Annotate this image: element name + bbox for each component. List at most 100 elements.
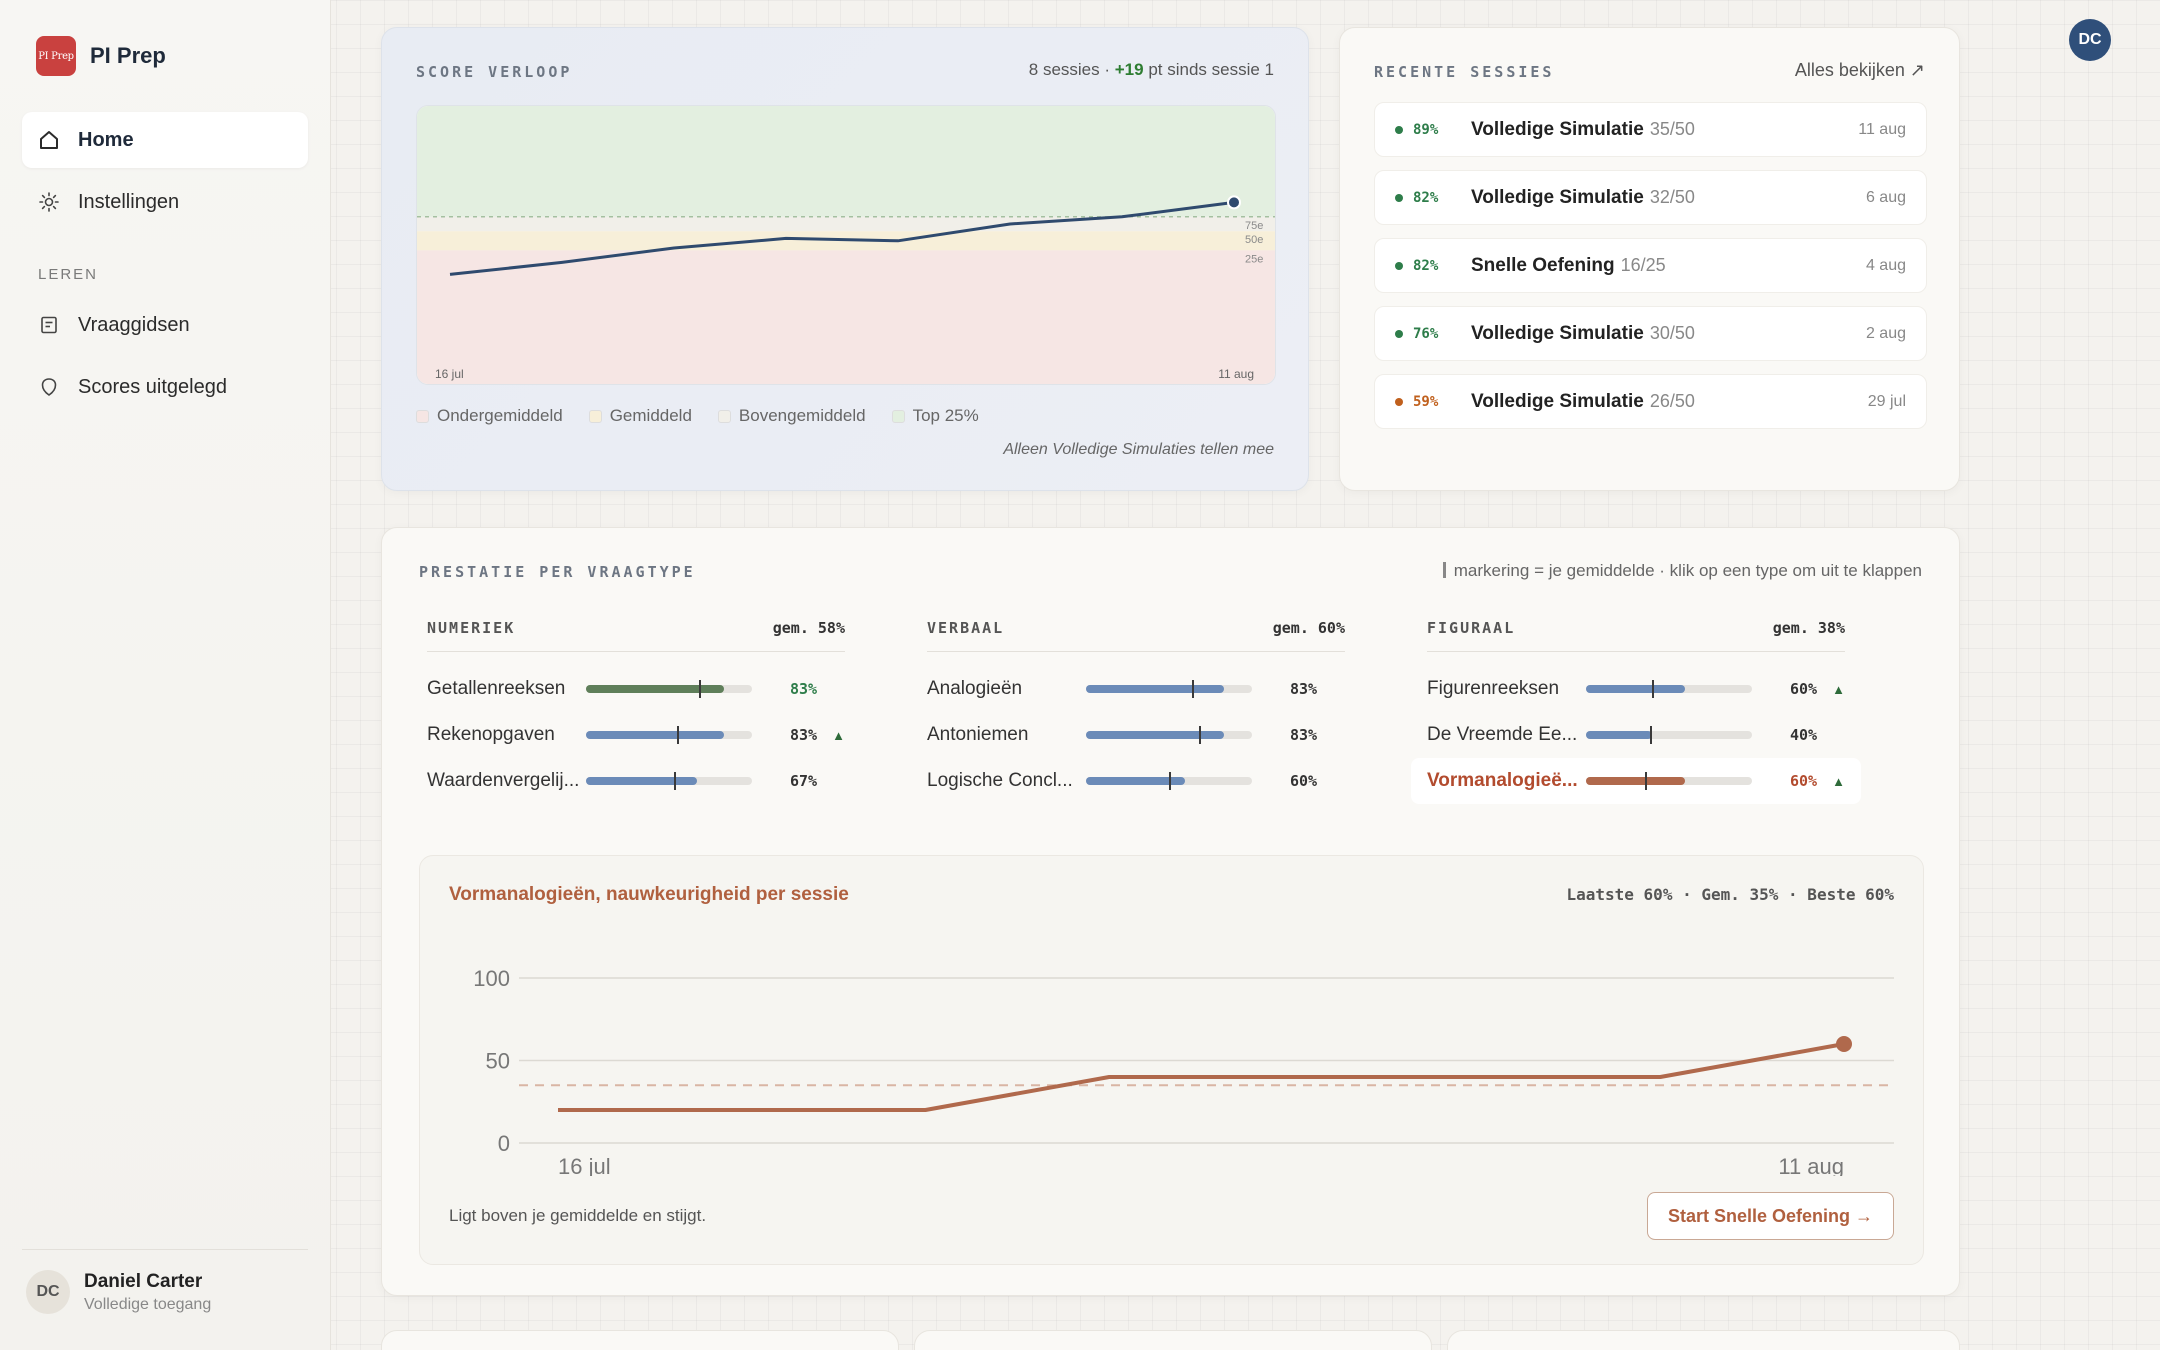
y-tick-label: 0 [498, 1131, 510, 1156]
latest-accuracy-point[interactable] [1836, 1036, 1852, 1052]
brand-name: PI Prep [90, 43, 166, 68]
status-dot [1395, 397, 1403, 406]
legend-item: Top 25% [891, 406, 979, 426]
category-average: gem. 58% [772, 619, 845, 637]
score-bar [1585, 726, 1752, 744]
user-profile[interactable]: DC Daniel Carter Volledige toegang [26, 1270, 211, 1314]
average-marker [1168, 772, 1171, 790]
user-role: Volledige toegang [84, 1295, 212, 1313]
zone-top25 [417, 106, 1275, 217]
average-marker [677, 726, 680, 744]
legend-item: Gemiddeld [588, 406, 692, 426]
score-trend-card: SCORE VERLOOP 8 sessies · +19 pt sinds s… [381, 27, 1309, 491]
x-tick-label: 16 jul [558, 1154, 611, 1176]
score-trend-chart: 75e 50e 25e 16 jul 11 aug [416, 105, 1276, 385]
percentile-label: 50e [1245, 234, 1263, 246]
see-all-link[interactable]: Alles bekijken ↗ [1794, 60, 1925, 80]
score-legend: Ondergemiddeld Gemiddeld Bovengemiddeld … [416, 406, 979, 426]
y-tick-label: 50 [486, 1049, 510, 1074]
nav-item-question-guides[interactable]: Vraaggidsen [22, 297, 308, 353]
question-type-label: Analogieën [927, 678, 1023, 699]
nav-item-scores-explained[interactable]: Scores uitgelegd [22, 359, 308, 415]
legend-label: Gemiddeld [609, 406, 692, 425]
legend-item: Ondergemiddeld [416, 406, 563, 426]
shield-icon [38, 376, 60, 398]
category-average: gem. 60% [1272, 619, 1345, 637]
question-type-row[interactable]: Figurenreeksen 60% ▲ [1411, 666, 1861, 712]
x-tick-label: 11 aug [1218, 367, 1254, 381]
score-bar-fill [1585, 731, 1653, 739]
account-avatar-button[interactable]: DC [2069, 19, 2111, 61]
session-score: 26/50 [1649, 391, 1695, 411]
question-type-row[interactable]: Getallenreeksen 83% [411, 666, 861, 712]
session-row[interactable]: 59% Volledige Simulatie 26/50 29 jul [1374, 374, 1927, 429]
nav-section-learn: LEREN [38, 266, 99, 283]
session-date: 4 aug [1865, 256, 1906, 274]
session-row[interactable]: 82% Volledige Simulatie 32/50 6 aug [1374, 170, 1927, 225]
question-type-row[interactable]: Logische Concl... 60% [911, 758, 1361, 804]
score-bar [585, 772, 752, 790]
legend-swatch [891, 409, 905, 423]
x-tick-label: 16 jul [435, 367, 464, 381]
latest-score-point[interactable] [1227, 195, 1241, 210]
question-type-percent: 83% [1289, 726, 1318, 744]
status-dot [1395, 329, 1403, 338]
average-marker [673, 772, 676, 790]
session-date: 29 jul [1867, 392, 1906, 410]
question-type-row[interactable]: Vormanalogieë... 60% ▲ [1411, 758, 1861, 804]
start-quick-practice-button[interactable]: Start Snelle Oefening → [1646, 1192, 1894, 1240]
score-bar-fill [585, 777, 697, 785]
score-bar [1085, 726, 1252, 744]
hint-text: markering = je gemiddelde · klik op een … [1453, 561, 1922, 580]
x-tick-label: 11 aug [1778, 1154, 1844, 1176]
category-name: FIGURAAL [1427, 619, 1516, 637]
question-type-row[interactable]: De Vreemde Ee... 40% [1411, 712, 1861, 758]
score-bar [585, 726, 752, 744]
status-dot [1395, 193, 1403, 202]
main-nav: Home Instellingen LEREN Vraaggidsen Scor… [22, 112, 308, 421]
question-type-label: Vormanalogieë... [1427, 770, 1578, 791]
nav-item-label: Home [78, 128, 134, 151]
session-row[interactable]: 76% Volledige Simulatie 30/50 2 aug [1374, 306, 1927, 361]
session-date: 2 aug [1865, 324, 1906, 342]
average-marker [1652, 680, 1655, 698]
nav-item-home[interactable]: Home [22, 112, 308, 168]
sidebar: PI Prep PI Prep Home Instellingen LEREN … [0, 0, 331, 1350]
category-average: gem. 38% [1772, 619, 1845, 637]
score-meta-suffix: pt sinds sessie 1 [1143, 60, 1274, 79]
accuracy-chart-svg: 0 50 100 16 jul 11 aug [473, 966, 1894, 1179]
score-bar-fill [1585, 777, 1686, 785]
brand-logo: PI Prep [36, 36, 76, 76]
accuracy-chart: 0 50 100 16 jul 11 aug [449, 936, 1894, 1179]
session-row[interactable]: 89% Volledige Simulatie 35/50 11 aug [1374, 102, 1927, 157]
question-type-row[interactable]: Antoniemen 83% [911, 712, 1361, 758]
zone-below-average [417, 250, 1275, 384]
legend-label: Ondergemiddeld [437, 406, 563, 425]
brand[interactable]: PI Prep PI Prep [36, 36, 166, 76]
card-title: RECENTE SESSIES [1374, 63, 1555, 81]
score-bar-fill [585, 731, 724, 739]
question-type-label: De Vreemde Ee... [1427, 724, 1578, 745]
bottom-card [914, 1330, 1432, 1350]
score-bar-fill [585, 685, 724, 693]
detail-note: Ligt boven je gemiddelde en stijgt. [449, 1206, 707, 1225]
zone-above-average [417, 216, 1275, 232]
average-marker-icon [1442, 562, 1446, 578]
question-type-label: Getallenreeksen [427, 678, 566, 699]
question-type-row[interactable]: Analogieën 83% [911, 666, 1361, 712]
question-type-label: Waardenvergelij... [427, 770, 580, 791]
question-type-row[interactable]: Waardenvergelij... 67% [411, 758, 861, 804]
session-percent: 89% [1413, 121, 1439, 138]
nav-item-settings[interactable]: Instellingen [22, 174, 308, 230]
session-row[interactable]: 82% Snelle Oefening 16/25 4 aug [1374, 238, 1927, 293]
average-marker [1198, 726, 1201, 744]
nav-item-label: Vraaggidsen [78, 313, 190, 336]
session-percent: 82% [1413, 189, 1439, 206]
question-type-percent: 83% [789, 726, 818, 744]
session-name: Volledige Simulatie [1471, 390, 1644, 412]
category-name: NUMERIEK [427, 619, 516, 637]
accuracy-series-line [558, 1042, 1845, 1112]
question-type-row[interactable]: Rekenopgaven 83% ▲ [411, 712, 861, 758]
average-marker [1645, 772, 1648, 790]
legend-swatch [717, 409, 731, 423]
